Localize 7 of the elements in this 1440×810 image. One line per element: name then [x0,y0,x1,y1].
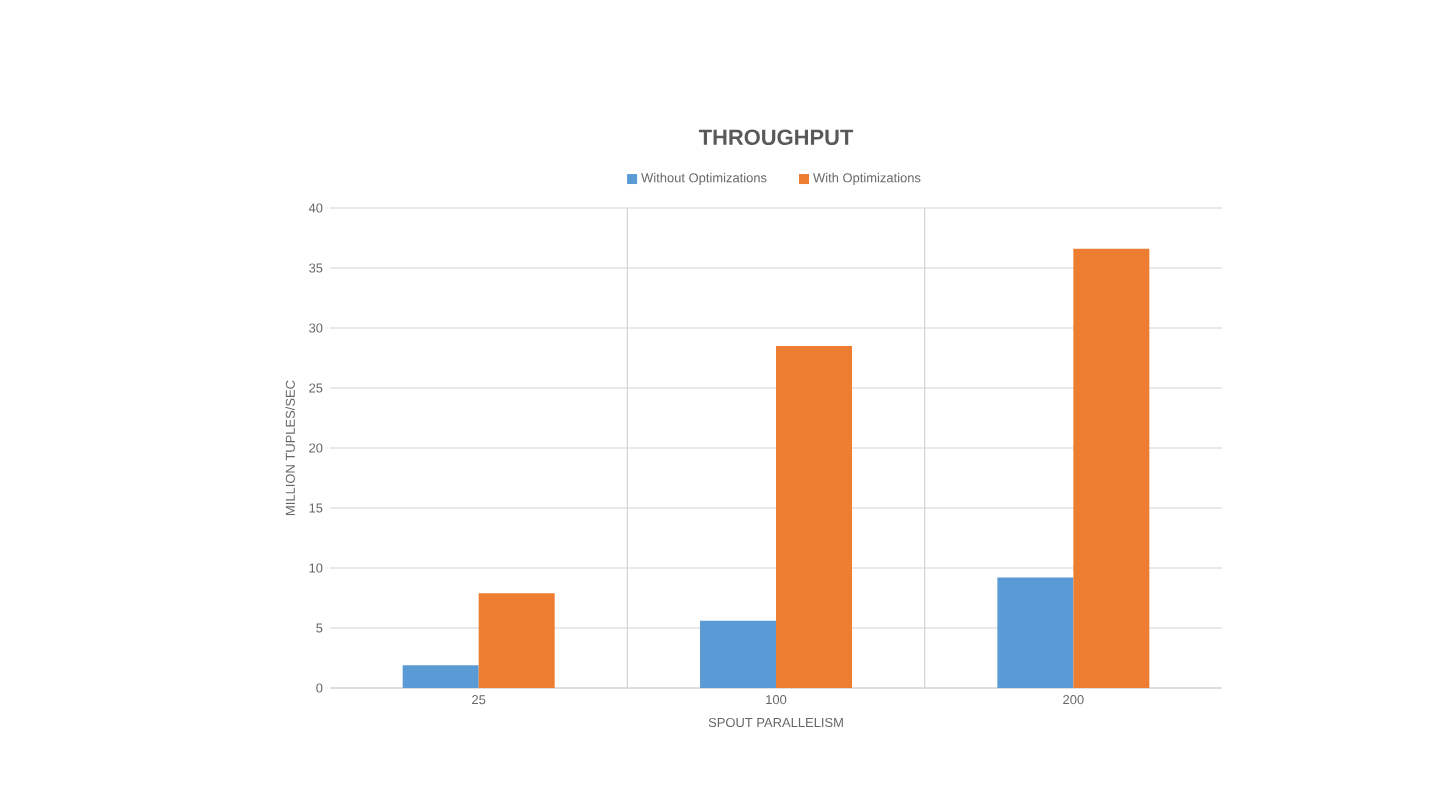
bar [402,665,479,688]
bar [997,577,1074,688]
chart-title: THROUGHPUT [698,129,854,145]
bar [478,593,555,688]
bar [700,620,777,688]
bar [1073,248,1150,688]
bar [776,346,853,688]
